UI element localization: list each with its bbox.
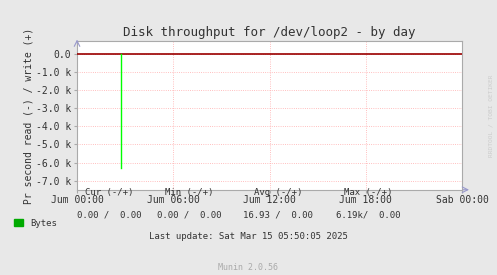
Text: 6.19k/  0.00: 6.19k/ 0.00 [335,211,400,220]
Title: Disk throughput for /dev/loop2 - by day: Disk throughput for /dev/loop2 - by day [123,26,416,39]
Text: Last update: Sat Mar 15 05:50:05 2025: Last update: Sat Mar 15 05:50:05 2025 [149,232,348,241]
Text: Munin 2.0.56: Munin 2.0.56 [219,263,278,272]
Y-axis label: Pr second read (-) / write (+): Pr second read (-) / write (+) [23,28,33,204]
Text: 0.00 /  0.00: 0.00 / 0.00 [157,211,221,220]
Text: 16.93 /  0.00: 16.93 / 0.00 [244,211,313,220]
Legend: Bytes: Bytes [14,219,58,228]
Text: 0.00 /  0.00: 0.00 / 0.00 [77,211,142,220]
Text: RRDTOOL / TOBI OETIKER: RRDTOOL / TOBI OETIKER [488,74,493,157]
Text: Avg (-/+): Avg (-/+) [254,188,303,197]
Text: Min (-/+): Min (-/+) [165,188,213,197]
Text: Cur (-/+): Cur (-/+) [85,188,134,197]
Text: Max (-/+): Max (-/+) [343,188,392,197]
